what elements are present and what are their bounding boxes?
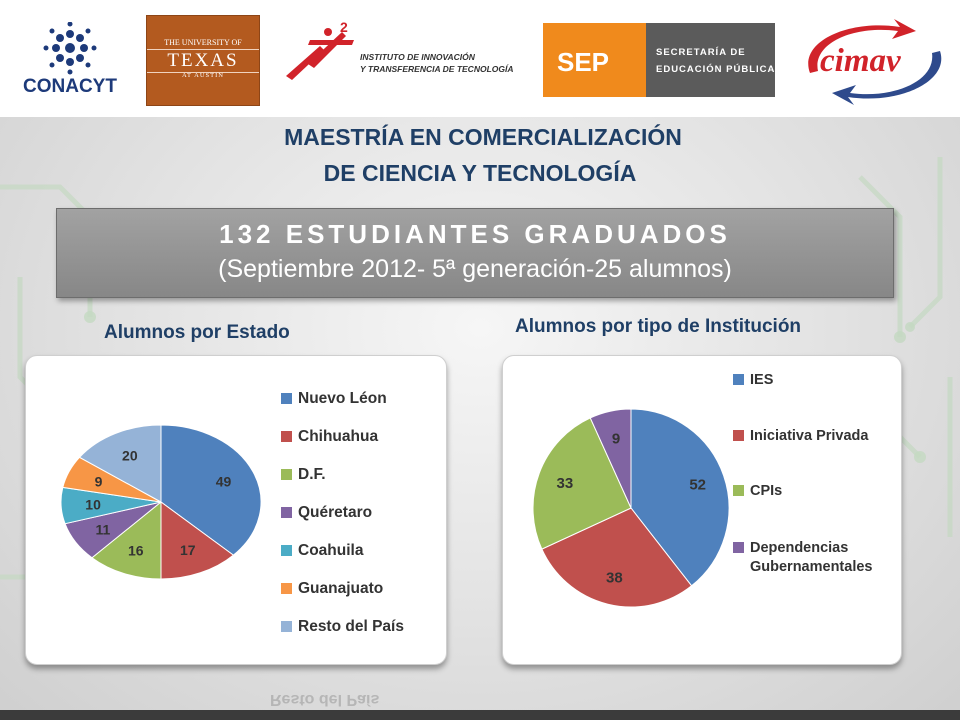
chart1-panel: 49 17 16 11 10 9 20 Nuevo Léon Chihuahua D.F. Quér… bbox=[25, 355, 447, 665]
cimav-logo: cimav bbox=[790, 15, 950, 107]
chart2-pie: 52 38 33 9 IES Iniciativa Privada CPIs Dependen… bbox=[532, 372, 873, 608]
svg-text:2: 2 bbox=[340, 20, 348, 35]
iit-line2: Y TRANSFERENCIA DE TECNOLOGÍA bbox=[360, 64, 514, 74]
chart1-legend-swatch-3 bbox=[281, 469, 292, 480]
heading-line1: MAESTRÍA EN COMERCIALIZACIÓN bbox=[284, 124, 682, 150]
chart1-legend-label-5: Coahuila bbox=[298, 542, 364, 559]
chart1-legend-label-2: Chihuahua bbox=[298, 428, 378, 445]
chart1-legend-label-3: D.F. bbox=[298, 466, 326, 483]
chart2-legend-label-2: Iniciativa Privada bbox=[750, 428, 869, 444]
chart1-data-label-6: 9 bbox=[95, 473, 103, 489]
sep-acronym-box: SEP bbox=[543, 23, 646, 97]
chart1-legend-swatch-7 bbox=[281, 621, 292, 632]
conacyt-logo: CONACYT bbox=[14, 21, 126, 102]
chart2-legend-swatch-3 bbox=[733, 485, 744, 496]
graduates-banner: 132 ESTUDIANTES GRADUADOS (Septiembre 20… bbox=[56, 208, 894, 298]
sep-name-box: SECRETARÍA DE EDUCACIÓN PÚBLICA bbox=[646, 23, 775, 97]
chart1-legend-label-6: Guanajuato bbox=[298, 580, 383, 597]
chart1-data-label-4: 11 bbox=[96, 521, 111, 537]
chart2-legend-label-4: Dependencias Gubernamentales bbox=[750, 540, 873, 575]
ut-austin-logo: THE UNIVERSITY OF TEXAS AT AUSTIN bbox=[146, 15, 260, 106]
conacyt-emblem-icon bbox=[43, 21, 97, 75]
chart2-slice-1 bbox=[630, 408, 730, 587]
chart1-legend-label-1: Nuevo Léon bbox=[298, 390, 387, 407]
chart1-legend-swatch-1 bbox=[281, 393, 292, 404]
legend-reflection: Resto del País bbox=[270, 691, 380, 708]
chart1-data-label-2: 17 bbox=[180, 542, 196, 558]
chart1-legend-swatch-6 bbox=[281, 583, 292, 594]
chart1-slice-2 bbox=[160, 501, 235, 580]
chart2-data-label-1: 52 bbox=[689, 477, 706, 494]
iit-logo: 2 INSTITUTO DE INNOVACIÓN Y TRANSFERENCI… bbox=[280, 19, 535, 90]
chart2-data-label-2: 38 bbox=[606, 569, 623, 586]
conacyt-wordmark: CONACYT bbox=[23, 76, 117, 97]
chart1-slice-3 bbox=[91, 500, 162, 580]
heading-line2: DE CIENCIA Y TECNOLOGÍA bbox=[323, 160, 637, 186]
chart2-slice-2 bbox=[541, 507, 693, 608]
chart2-legend-swatch-2 bbox=[733, 430, 744, 441]
chart1-legend-swatch-5 bbox=[281, 545, 292, 556]
iit-line1: INSTITUTO DE INNOVACIÓN bbox=[360, 52, 475, 62]
banner-line2: (Septiembre 2012- 5ª generación-25 alumn… bbox=[218, 255, 732, 283]
ut-austin-line1: THE UNIVERSITY OF bbox=[164, 38, 242, 47]
bottom-strip bbox=[0, 710, 960, 720]
ut-austin-line2: TEXAS bbox=[147, 49, 259, 73]
chart2-legend-label-3: CPIs bbox=[750, 483, 782, 499]
chart1-data-label-5: 10 bbox=[85, 496, 101, 512]
ut-austin-line3: AT AUSTIN bbox=[182, 72, 224, 79]
chart1-pie: 49 17 16 11 10 9 20 Nuevo Léon Chihuahua D.F. Quér… bbox=[60, 390, 404, 635]
chart1-legend-swatch-4 bbox=[281, 507, 292, 518]
chart2-legend-label-1: IES bbox=[750, 372, 774, 388]
chart2-legend-swatch-4 bbox=[733, 542, 744, 553]
chart2-data-label-4: 9 bbox=[612, 430, 620, 447]
sep-logo: SEP SECRETARÍA DE EDUCACIÓN PÚBLICA bbox=[543, 23, 775, 97]
banner-line1: 132 ESTUDIANTES GRADUADOS bbox=[219, 219, 731, 249]
chart2-slice-3 bbox=[532, 417, 632, 550]
chart2-slice-4 bbox=[589, 408, 632, 509]
sep-line2: EDUCACIÓN PÚBLICA bbox=[656, 64, 776, 75]
chart1-slice-1 bbox=[160, 424, 262, 556]
chart1-data-label-3: 16 bbox=[128, 543, 144, 559]
sep-line1: SECRETARÍA DE bbox=[656, 47, 746, 58]
cimav-swoosh-icon bbox=[808, 19, 942, 105]
chart1-title: Alumnos por Estado bbox=[104, 322, 290, 343]
chart1-legend-label-4: Quéretaro bbox=[298, 504, 372, 521]
sep-acronym: SEP bbox=[557, 47, 610, 77]
iit-emblem-icon: 2 bbox=[286, 19, 354, 80]
logo-bar: CONACYT THE UNIVERSITY OF TEXAS AT AUSTI… bbox=[0, 0, 960, 117]
chart1-legend-swatch-2 bbox=[281, 431, 292, 442]
chart1-data-label-1: 49 bbox=[216, 473, 232, 489]
chart2-panel: 52 38 33 9 IES Iniciativa Privada CPIs Dependen… bbox=[502, 355, 902, 665]
chart1-slice-7 bbox=[78, 424, 162, 503]
cimav-wordmark: cimav bbox=[820, 43, 901, 79]
chart1-legend-label-7: Resto del País bbox=[298, 618, 404, 635]
chart2-data-label-3: 33 bbox=[557, 475, 574, 492]
chart2-legend-swatch-1 bbox=[733, 374, 744, 385]
chart2-title: Alumnos por tipo de Institución bbox=[515, 316, 802, 337]
chart1-data-label-7: 20 bbox=[122, 447, 138, 463]
